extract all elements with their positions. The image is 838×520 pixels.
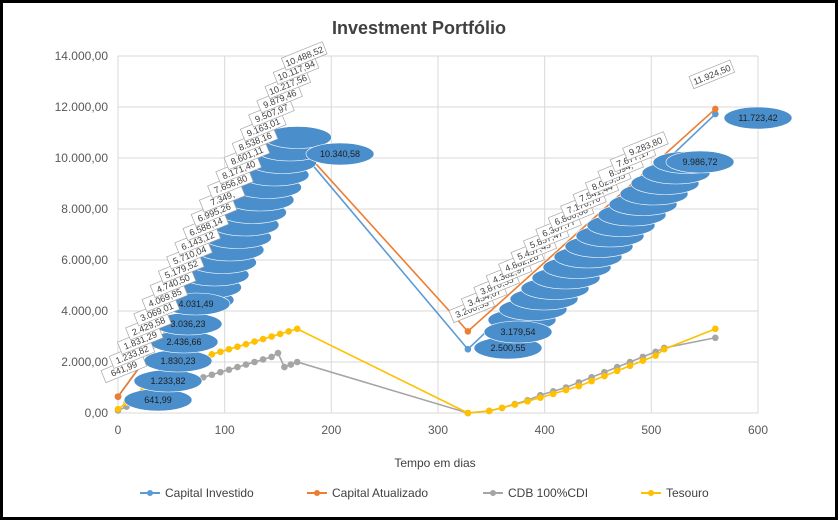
legend-item-tesouro[interactable]: Tesouro — [641, 486, 709, 500]
data-label-text: 11.723,42 — [738, 113, 777, 123]
series-point-2 — [251, 358, 258, 366]
y-tick-label: 2.000,00 — [61, 355, 108, 369]
data-label-text: 3.179,54 — [500, 327, 535, 337]
callout-final: 11.924,50 — [688, 59, 736, 90]
y-tick-label: 0,00 — [85, 406, 109, 420]
series-point-3 — [549, 390, 557, 398]
series-point-3 — [588, 377, 595, 385]
data-label-text: 641,99 — [144, 395, 172, 405]
series-point-3 — [562, 386, 570, 394]
series-point-0 — [464, 345, 472, 353]
legend-item-capital-atualizado[interactable]: Capital Atualizado — [307, 486, 428, 500]
series-point-0 — [712, 110, 719, 118]
data-label-bubble — [305, 142, 375, 166]
y-tick-label: 12.000,00 — [55, 100, 109, 114]
legend-swatch — [307, 490, 327, 496]
legend-item-cdb[interactable]: CDB 100%CDI — [483, 486, 588, 500]
series-point-3 — [293, 325, 301, 333]
legend-swatch — [483, 490, 503, 496]
series-point-2 — [287, 361, 295, 368]
x-axis-title: Tempo em dias — [394, 456, 476, 470]
y-tick-label: 6.000,00 — [61, 253, 108, 267]
series-point-2 — [259, 356, 267, 363]
series-point-1 — [712, 105, 719, 113]
data-label-text: 1.233,82 — [150, 376, 185, 386]
x-tick-label: 100 — [215, 423, 235, 437]
y-tick-label: 8.000,00 — [61, 202, 108, 216]
series-point-3 — [511, 401, 519, 408]
series-point-3 — [217, 348, 224, 356]
series-point-2 — [208, 371, 216, 379]
x-tick-label: 300 — [428, 423, 448, 437]
x-tick-label: 0 — [115, 423, 122, 437]
series-point-3 — [485, 407, 493, 415]
y-tick-label: 10.000,00 — [55, 151, 109, 165]
x-tick-label: 500 — [641, 423, 661, 437]
data-label-text: 2.500,55 — [490, 343, 525, 353]
series-point-3 — [626, 362, 634, 370]
series-point-3 — [639, 357, 647, 365]
series-point-3 — [242, 340, 250, 348]
series-point-3 — [613, 367, 621, 375]
data-label-text: 2.436,66 — [166, 337, 201, 347]
y-tick-label: 14.000,00 — [55, 49, 109, 63]
series-point-1 — [114, 393, 122, 400]
series-point-3 — [268, 333, 275, 340]
series-point-3 — [601, 372, 608, 380]
series-point-3 — [537, 394, 544, 402]
series-point-2 — [242, 361, 250, 368]
x-tick-label: 200 — [321, 423, 341, 437]
data-label-layer: 641,99 1.233,82 1.830,23 2.436,66 3.036,23 4.… — [100, 41, 793, 412]
series-point-3 — [208, 351, 216, 358]
series-point-3 — [464, 409, 472, 417]
data-label-bubble — [665, 150, 735, 174]
series-point-3 — [251, 338, 258, 345]
y-tick-label: 4.000,00 — [61, 304, 108, 318]
series-point-3 — [652, 352, 659, 359]
series-point-3 — [234, 343, 241, 351]
legend-label: Capital Investido — [165, 486, 254, 500]
series-point-2 — [225, 366, 233, 373]
series-point-3 — [225, 345, 233, 353]
series-point-3 — [498, 404, 506, 412]
axes: 0,00 2.000,00 4.000,00 6.000,00 8.000,00 10.0… — [55, 49, 769, 437]
data-label-text: 10.340,58 — [320, 149, 360, 159]
data-label-text: 3.036,23 — [170, 319, 205, 329]
series-point-3 — [259, 335, 267, 343]
legend-label: Tesouro — [666, 486, 709, 500]
data-label-text: 9.986,72 — [682, 157, 717, 167]
x-tick-label: 600 — [748, 423, 768, 437]
series-point-3 — [114, 405, 122, 413]
data-label-text: 4.031,49 — [178, 299, 213, 309]
callout-box — [280, 41, 328, 71]
legend-swatch — [641, 490, 661, 496]
series-point-2 — [234, 363, 241, 371]
series-point-2 — [293, 358, 301, 366]
data-label-text: 1.830,23 — [160, 356, 195, 366]
series-point-2 — [274, 349, 282, 357]
legend-swatch — [140, 490, 160, 496]
callout-box — [622, 131, 669, 161]
series-point-3 — [575, 382, 583, 390]
series-point-3 — [285, 328, 292, 335]
series-point-1 — [464, 328, 472, 335]
series-point-3 — [524, 397, 531, 405]
data-label-bubble — [723, 106, 793, 130]
chart-title: Investment Portfólio — [331, 18, 506, 38]
data-label-bubble — [483, 320, 553, 344]
series-point-2 — [217, 368, 224, 376]
series-point-3 — [276, 330, 284, 338]
series-point-2 — [268, 353, 275, 361]
callout-box — [688, 59, 736, 90]
legend-item-capital-investido[interactable]: Capital Investido — [140, 486, 254, 500]
series-point-2 — [281, 363, 288, 371]
series-point-2 — [712, 334, 719, 342]
series-point-3 — [712, 325, 719, 333]
legend-label: Capital Atualizado — [332, 486, 429, 500]
series-point-3 — [660, 345, 668, 353]
legend: Capital Investido Capital Atualizado CDB… — [0, 486, 838, 504]
legend-label: CDB 100%CDI — [508, 486, 589, 500]
x-tick-label: 400 — [535, 423, 555, 437]
